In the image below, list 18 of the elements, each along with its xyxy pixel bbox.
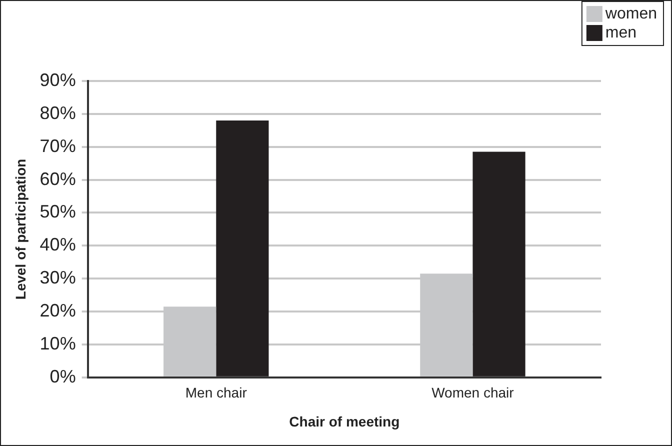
legend-label: men bbox=[605, 24, 637, 42]
y-tick-label: 50% bbox=[40, 202, 76, 222]
y-tick-label: 10% bbox=[40, 333, 76, 354]
y-tick-label: 80% bbox=[40, 102, 76, 123]
y-tick-label: 0% bbox=[50, 366, 76, 386]
x-axis-title: Chair of meeting bbox=[289, 413, 400, 430]
bar bbox=[472, 152, 526, 376]
legend-label: women bbox=[604, 5, 657, 22]
bar bbox=[216, 120, 269, 376]
y-tick-label: 40% bbox=[40, 234, 76, 255]
y-axis-title: Level of participation bbox=[12, 158, 28, 300]
y-tick-label: 30% bbox=[40, 268, 76, 288]
y-tick-label: 90% bbox=[40, 70, 76, 90]
y-tick-label: 70% bbox=[40, 136, 76, 156]
y-tick-label: 60% bbox=[40, 168, 76, 189]
y-tick-label: 20% bbox=[40, 300, 76, 320]
x-tick-label: Women chair bbox=[432, 384, 514, 401]
x-tick-label: Men chair bbox=[185, 384, 248, 401]
